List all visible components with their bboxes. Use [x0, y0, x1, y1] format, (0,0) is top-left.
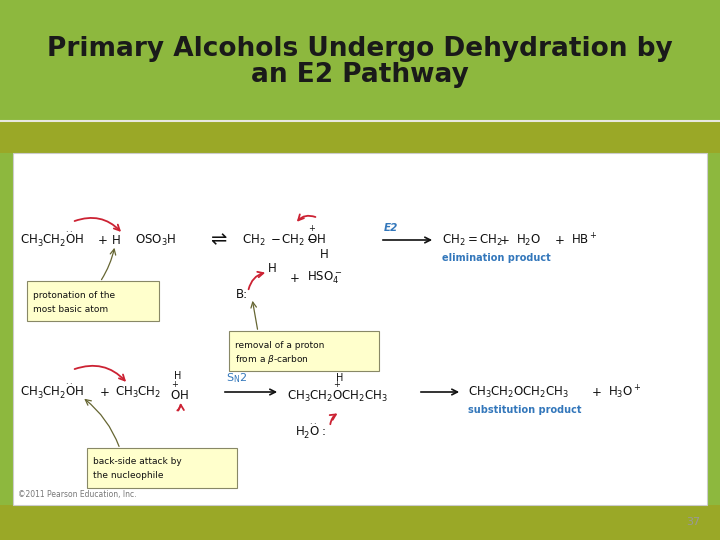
Text: $\mathregular{CH_3CH_2\overset{+}{O}CH_2CH_3}$: $\mathregular{CH_3CH_2\overset{+}{O}CH_2…	[287, 380, 388, 404]
Text: $\mathregular{H_2O}$: $\mathregular{H_2O}$	[516, 232, 541, 247]
Text: protonation of the: protonation of the	[33, 291, 115, 300]
Text: $\mathregular{\overset{+}{O}H}$: $\mathregular{\overset{+}{O}H}$	[307, 225, 326, 247]
Text: removal of a proton: removal of a proton	[235, 341, 325, 349]
Text: ©2011 Pearson Education, Inc.: ©2011 Pearson Education, Inc.	[18, 489, 137, 498]
FancyBboxPatch shape	[87, 448, 237, 488]
Bar	[13, 153, 707, 505]
Text: $\mathregular{CH_3CH_2OCH_2CH_3}$: $\mathregular{CH_3CH_2OCH_2CH_3}$	[468, 384, 570, 400]
Text: $\mathregular{H_2\overset{..}{O}:}$: $\mathregular{H_2\overset{..}{O}:}$	[295, 423, 325, 441]
Text: $\mathregular{\overset{+}{O}H}$: $\mathregular{\overset{+}{O}H}$	[170, 381, 189, 403]
Text: +: +	[98, 233, 108, 246]
Text: $\mathregular{OSO_3H}$: $\mathregular{OSO_3H}$	[135, 232, 176, 247]
Text: $\mathregular{-\,CH_2-}$: $\mathregular{-\,CH_2-}$	[270, 232, 318, 247]
Text: B:: B:	[236, 288, 248, 301]
Text: $\mathregular{CH_3CH_2\overset{..}{O}H}$: $\mathregular{CH_3CH_2\overset{..}{O}H}$	[20, 383, 84, 401]
Text: +: +	[500, 233, 510, 246]
Text: Primary Alcohols Undergo Dehydration by: Primary Alcohols Undergo Dehydration by	[47, 36, 673, 62]
Text: E2: E2	[384, 223, 398, 233]
FancyBboxPatch shape	[229, 331, 379, 371]
Text: +: +	[290, 272, 300, 285]
Text: substitution product: substitution product	[468, 405, 582, 415]
Text: $\rightleftharpoons$: $\rightleftharpoons$	[207, 231, 229, 249]
Text: most basic atom: most basic atom	[33, 305, 108, 314]
Text: $\mathregular{S_N2}$: $\mathregular{S_N2}$	[226, 371, 247, 385]
Text: +: +	[100, 386, 110, 399]
Text: 37: 37	[686, 517, 700, 527]
Text: $\mathregular{CH_3CH_2}$: $\mathregular{CH_3CH_2}$	[115, 384, 161, 400]
Text: H: H	[268, 261, 276, 274]
Text: H: H	[174, 371, 181, 381]
Text: $\mathregular{HSO_4^-}$: $\mathregular{HSO_4^-}$	[307, 270, 342, 286]
Text: $\mathregular{CH_2}$: $\mathregular{CH_2}$	[242, 232, 266, 247]
Text: H: H	[112, 233, 121, 246]
Text: the nucleophile: the nucleophile	[93, 471, 163, 481]
Text: +: +	[592, 386, 602, 399]
Text: +: +	[555, 233, 565, 246]
Text: from a $\beta$-carbon: from a $\beta$-carbon	[235, 353, 309, 366]
FancyBboxPatch shape	[27, 281, 159, 321]
Text: an E2 Pathway: an E2 Pathway	[251, 62, 469, 87]
Text: $\mathregular{CH_3CH_2\overset{..}{O}H}$: $\mathregular{CH_3CH_2\overset{..}{O}H}$	[20, 231, 84, 249]
Text: $\mathregular{HB^+}$: $\mathregular{HB^+}$	[571, 232, 598, 248]
Text: $\mathregular{H_3O^+}$: $\mathregular{H_3O^+}$	[608, 383, 642, 401]
Bar	[0, 0, 720, 121]
Text: $\mathregular{CH_2{=}CH_2}$: $\mathregular{CH_2{=}CH_2}$	[442, 232, 503, 247]
Text: H: H	[320, 247, 329, 260]
Bar	[0, 505, 720, 540]
Text: H: H	[336, 373, 343, 383]
Text: elimination product: elimination product	[442, 253, 551, 263]
Bar	[0, 121, 720, 153]
Text: back-side attack by: back-side attack by	[93, 457, 181, 467]
